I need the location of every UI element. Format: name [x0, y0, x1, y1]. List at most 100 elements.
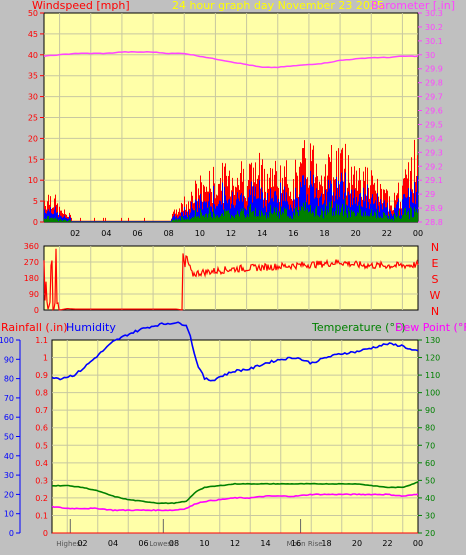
wind-y-tick-label: 45	[28, 30, 38, 39]
wind-x-tick-label: 22	[382, 229, 392, 238]
compass-label: W	[430, 289, 441, 302]
direction-y-tick-label: 0	[34, 306, 39, 315]
humidity-y-tick-label: 10	[4, 510, 14, 519]
climate-lines	[51, 321, 419, 534]
temp-y-tick-label: 20	[425, 529, 435, 538]
baro-y-tick-label: 28.9	[425, 204, 443, 213]
compass-label: N	[431, 241, 439, 254]
baro-y-tick-label: 30.2	[425, 23, 443, 32]
humidity-y-tick-label: 0	[9, 529, 14, 538]
barometer-series-line	[43, 51, 419, 69]
event-marker-label: Moon Rise	[287, 540, 323, 548]
climate-x-tick-label: 12	[230, 539, 240, 548]
temp-y-tick-label: 80	[425, 424, 435, 433]
climate-x-tick-label: 14	[260, 539, 270, 548]
rainfall-y-tick-label: 0.2	[35, 494, 48, 503]
wind-x-tick-label: 06	[132, 229, 142, 238]
compass-label: S	[432, 273, 439, 286]
climate-grid	[52, 340, 418, 533]
temp-y-tick-label: 50	[425, 476, 435, 485]
rainfall-y-tick-label: 1	[43, 354, 48, 363]
baro-y-tick-label: 30	[425, 51, 435, 60]
baro-y-tick-label: 30.1	[425, 37, 443, 46]
rainfall-y-ticks: 0 0.1 0.2 0.3 0.4 0.5 0.6 0.7 0.8 0.9 1 1.1	[35, 336, 48, 538]
wind-x-tick-label: 04	[101, 229, 111, 238]
temp-y-tick-label: 120	[425, 354, 440, 363]
barometer-y-ticks: 28.8 28.9 29 29.1 29.2 29.3 29.4 29.5 29.6 29.7 29…	[418, 9, 443, 227]
rainfall-label: Rainfall (.in)	[1, 321, 68, 334]
dewpoint-series-line	[51, 493, 419, 512]
wind-x-tick-label: 10	[195, 229, 205, 238]
baro-y-tick-label: 29.2	[425, 162, 443, 171]
rainfall-y-tick-label: 0.7	[35, 406, 48, 415]
wind-y-tick-label: 0	[33, 218, 38, 227]
compass-label: E	[432, 257, 439, 270]
climate-x-tick-label: 18	[321, 539, 331, 548]
climate-x-tick-label: 20	[352, 539, 362, 548]
direction-grid	[44, 246, 418, 310]
humidity-y-tick-label: 30	[4, 471, 14, 480]
direction-series-line	[43, 248, 419, 311]
wind-y-ticks: 0 5 10 15 20 25 30 35 40 45 50	[28, 9, 44, 227]
event-marker-label: Lowest	[149, 540, 174, 548]
rainfall-y-tick-label: 0.9	[35, 371, 48, 380]
baro-y-tick-label: 29.7	[425, 93, 443, 102]
wind-y-tick-label: 50	[28, 9, 38, 18]
baro-y-tick-label: 30.3	[425, 9, 443, 18]
event-marker-label: Highest	[56, 540, 83, 548]
humidity-series-line	[51, 321, 419, 382]
climate-x-tick-label: 08	[169, 539, 179, 548]
wind-y-tick-label: 15	[28, 155, 38, 164]
humidity-y-tick-label: 60	[4, 413, 14, 422]
rainfall-y-tick-label: 0.6	[35, 424, 48, 433]
climate-x-tick-label: 04	[108, 539, 118, 548]
baro-y-tick-label: 28.8	[425, 218, 443, 227]
wind-x-tick-label: 14	[257, 229, 267, 238]
barometer-label: Barometer [.in]	[371, 0, 455, 12]
baro-y-tick-label: 29.9	[425, 65, 443, 74]
wind-y-tick-label: 10	[28, 176, 38, 185]
rainfall-y-tick-label: 0.1	[35, 511, 48, 520]
humidity-y-tick-label: 80	[4, 375, 14, 384]
climate-x-tick-label: 22	[382, 539, 392, 548]
wind-y-tick-label: 25	[28, 114, 38, 123]
wind-x-tick-label: 02	[70, 229, 80, 238]
event-markers: Highest Lowest Moon Rise	[56, 519, 323, 548]
climate-x-tick-label: 10	[199, 539, 209, 548]
direction-y-tick-label: 90	[29, 290, 39, 299]
wind-x-tick-label: 18	[319, 229, 329, 238]
temperature-label: Temperature (°F)	[311, 321, 406, 334]
windspeed-label: Windspeed [mph]	[32, 0, 130, 12]
humidity-y-tick-label: 20	[4, 490, 14, 499]
direction-y-ticks: 0 90 180 270 360	[24, 242, 39, 315]
wind-x-tick-label: 08	[164, 229, 174, 238]
climate-x-ticks: 02 04 06 08 10 12 14 16 18 20 22 00	[77, 539, 423, 548]
temp-y-tick-label: 70	[425, 441, 435, 450]
humidity-y-tick-label: 40	[4, 452, 14, 461]
wind-x-tick-label: 20	[351, 229, 361, 238]
barometer-line	[43, 51, 419, 69]
compass-label: N	[431, 305, 439, 318]
temp-y-tick-label: 60	[425, 459, 435, 468]
temp-y-tick-label: 130	[425, 336, 440, 345]
rainfall-y-tick-label: 1.1	[35, 336, 48, 345]
temperature-series-line	[52, 481, 419, 505]
wind-bars	[44, 139, 418, 222]
climate-x-tick-label: 06	[138, 539, 148, 548]
climate-x-tick-label: 16	[291, 539, 301, 548]
humidity-y-tick-label: 50	[4, 433, 14, 442]
baro-y-tick-label: 29	[425, 190, 435, 199]
dewpoint-label: Dew Point (°F)	[395, 321, 466, 334]
wind-x-ticks: 02 04 06 08 10 12 14 16 18 20 22 00	[70, 229, 423, 238]
temp-y-tick-label: 90	[425, 406, 435, 415]
chart-title: 24 hour graph day November 23 2025	[172, 0, 384, 12]
rainfall-y-tick-label: 0.5	[35, 441, 48, 450]
baro-y-tick-label: 29.1	[425, 176, 443, 185]
rainfall-y-tick-label: 0.8	[35, 389, 48, 398]
direction-y-tick-label: 180	[24, 274, 39, 283]
baro-y-tick-label: 29.8	[425, 79, 443, 88]
wind-y-tick-label: 20	[28, 134, 38, 143]
